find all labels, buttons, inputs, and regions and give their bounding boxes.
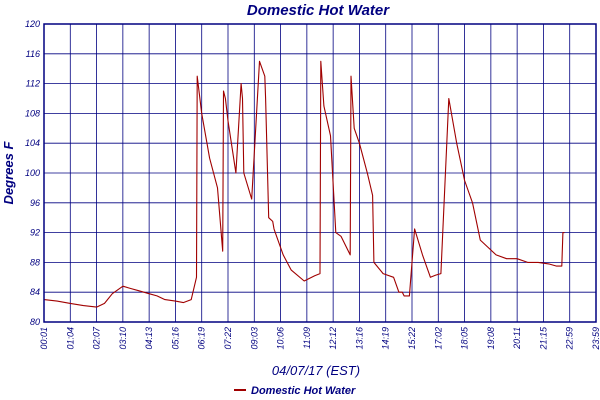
x-tick-label: 07:22 xyxy=(223,327,233,350)
y-tick-label: 120 xyxy=(25,19,40,29)
chart-title: Domestic Hot Water xyxy=(247,2,390,19)
y-tick-label: 88 xyxy=(30,257,40,267)
y-tick-label: 80 xyxy=(30,317,40,327)
y-tick-label: 96 xyxy=(30,198,40,208)
x-tick-label: 19:08 xyxy=(486,327,496,350)
x-tick-label: 10:06 xyxy=(276,327,286,350)
x-tick-label: 22:59 xyxy=(565,327,575,351)
x-tick-label: 15:22 xyxy=(407,327,417,350)
y-tick-label: 84 xyxy=(30,287,40,297)
x-tick-label: 14:19 xyxy=(381,327,391,350)
x-tick-label: 23:59 xyxy=(591,327,600,351)
x-tick-label: 17:02 xyxy=(433,327,443,350)
y-tick-labels: 80 84 88 92 96 100 104 108 112 116 120 xyxy=(25,19,40,327)
x-tick-label: 06:19 xyxy=(197,327,207,350)
legend: Domestic Hot Water xyxy=(234,385,356,397)
x-tick-label: 18:05 xyxy=(460,326,470,350)
x-tick-label: 20:11 xyxy=(512,327,522,350)
x-tick-label: 04:13 xyxy=(144,327,154,350)
x-axis-label: 04/07/17 (EST) xyxy=(272,363,360,378)
legend-label: Domestic Hot Water xyxy=(251,385,356,397)
y-tick-label: 104 xyxy=(25,138,40,148)
x-tick-labels: 00:01 01:04 02:07 03:10 04:13 05:16 06:19 07:22… xyxy=(39,326,600,351)
y-tick-label: 92 xyxy=(30,228,40,238)
grid xyxy=(44,24,596,322)
y-tick-label: 100 xyxy=(25,168,40,178)
x-tick-label: 00:01 xyxy=(39,327,49,350)
x-tick-label: 01:04 xyxy=(65,327,75,350)
x-tick-label: 09:03 xyxy=(249,327,259,350)
series-line-domestic-hot-water xyxy=(43,60,565,308)
y-axis-label: Degrees F xyxy=(1,141,16,205)
y-tick-label: 116 xyxy=(26,49,40,59)
series-layer xyxy=(43,60,565,308)
x-tick-label: 05:16 xyxy=(170,327,180,350)
y-tick-label: 112 xyxy=(26,79,40,89)
x-tick-label: 11:09 xyxy=(302,327,312,349)
y-tick-label: 108 xyxy=(25,108,40,118)
x-tick-label: 21:15 xyxy=(538,326,548,351)
x-tick-label: 03:10 xyxy=(118,327,128,350)
x-tick-label: 12:12 xyxy=(328,327,338,350)
plot-frame xyxy=(43,23,597,323)
x-tick-label: 02:07 xyxy=(92,326,102,350)
x-tick-label: 13:16 xyxy=(354,327,364,350)
